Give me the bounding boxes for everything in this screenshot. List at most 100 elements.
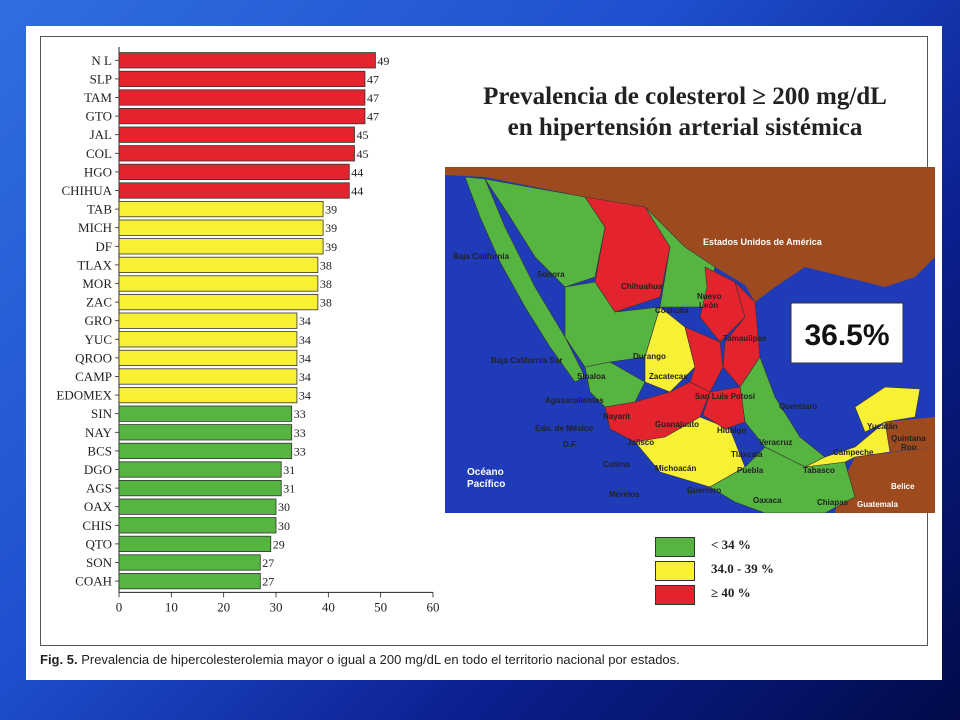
label-tabasco: Tabasco [803, 466, 835, 475]
value-label: 47 [367, 72, 379, 86]
bar-chart: N L 49 SLP 47 TAM 47 GTO 47 JAL 45 COL 45 HGO 44 CHIHU… [56, 47, 440, 614]
bar [118, 461, 282, 478]
bar [118, 219, 324, 236]
label-queretaro: Querétaro [779, 402, 817, 411]
national-value: 36.5% [804, 319, 889, 352]
bar [118, 200, 324, 218]
category-label: COL [86, 146, 112, 161]
label-michoacan: Michoacán [655, 464, 696, 473]
label-bcs: Baja California Sur [491, 356, 563, 365]
map-title: Prevalencia de colesterol ≥ 200 mg/dL en… [445, 81, 925, 143]
label-puebla: Puebla [737, 466, 764, 475]
category-label: JAL [90, 127, 112, 142]
label-oaxaca: Oaxaca [753, 496, 782, 505]
oaxaca-chiapas-region [709, 446, 856, 513]
label-sinaloa: Sinaloa [577, 372, 606, 381]
category-label: GTO [86, 109, 112, 124]
bar [118, 89, 366, 106]
value-label: 34 [299, 314, 311, 328]
legend-label-green: < 34 % [711, 537, 751, 552]
label-df: D.F. [563, 440, 577, 449]
category-label: NAY [85, 425, 113, 440]
label-jalisco: Jalisco [627, 438, 654, 447]
bar [118, 517, 277, 534]
label-nayarit: Nayarit [603, 412, 630, 421]
label-veracruz: Veracruz [759, 438, 792, 447]
legend-swatch-red [655, 585, 695, 605]
hidalgo-region [702, 386, 746, 430]
category-label: CHIS [82, 518, 112, 533]
label-quintana-roo: Quintana Roo [891, 434, 926, 452]
legend-swatch-green [655, 537, 695, 557]
baja-california-region [464, 176, 586, 383]
value-label: 49 [377, 54, 389, 68]
category-label: ZAC [86, 295, 112, 310]
label-nuevo-leon-l2: León [699, 301, 718, 310]
x-tick-label: 0 [116, 599, 123, 614]
figure-frame: N L 49 SLP 47 TAM 47 GTO 47 JAL 45 COL 45 HGO 44 CHIHU… [40, 36, 935, 646]
label-guerrero: Guerrero [687, 486, 721, 495]
category-label: CAMP [75, 369, 112, 384]
category-label: SON [86, 555, 113, 570]
label-quintana-roo-l2: Roo [901, 443, 917, 452]
x-tick-label: 20 [217, 599, 230, 614]
value-label: 38 [320, 296, 332, 310]
bar [118, 554, 261, 571]
value-label: 38 [320, 277, 332, 291]
category-label: HGO [84, 164, 112, 179]
caption-prefix: Fig. 5. [40, 652, 78, 667]
bar [118, 573, 261, 590]
category-label: DF [95, 239, 112, 254]
value-label: 39 [325, 221, 337, 235]
slide: N L 49 SLP 47 TAM 47 GTO 47 JAL 45 COL 45 HGO 44 CHIHU… [26, 26, 942, 680]
category-label: MICH [78, 220, 112, 235]
label-campeche: Campeche [833, 448, 874, 457]
label-tamaulipas: Tamaulipas [723, 334, 767, 343]
label-guanajuato: Guanajuato [655, 420, 699, 429]
bar [118, 405, 293, 422]
value-label: 29 [273, 537, 285, 551]
figure-caption: Fig. 5. Prevalencia de hipercolesterolem… [40, 652, 928, 667]
legend-label-red: ≥ 40 % [711, 585, 751, 600]
label-colima: Colima [603, 460, 630, 469]
tamaulipas-region [722, 280, 761, 388]
label-pacific: Océano Pacífico [467, 467, 505, 490]
category-label: CHIHUA [61, 183, 112, 198]
label-zacatecas: Zacatecas [649, 372, 688, 381]
category-label: YUC [85, 332, 112, 347]
value-label: 44 [351, 165, 363, 179]
bar [118, 312, 298, 329]
label-nuevo-leon: Nuevo León [697, 292, 722, 310]
label-morelos: Morelos [609, 490, 640, 499]
bar [118, 238, 324, 255]
category-label: EDOMEX [56, 388, 112, 403]
value-label: 30 [278, 500, 290, 514]
bar [118, 145, 355, 162]
category-label: SIN [91, 406, 113, 421]
category-label: OAX [84, 499, 113, 514]
label-yucatan: Yucatán [867, 422, 898, 431]
label-guatemala: Guatemala [857, 500, 898, 509]
label-hidalgo: Hidalgo [717, 426, 746, 435]
label-slp: San Luis Potosí [695, 392, 756, 401]
bar [118, 70, 366, 88]
category-label: DGO [84, 462, 112, 477]
bar [118, 498, 277, 515]
label-coahuila: Coahuila [655, 306, 689, 315]
value-label: 33 [294, 426, 306, 440]
value-label: 31 [283, 463, 295, 477]
label-pacific-l1: Océano [467, 467, 504, 478]
label-durango: Durango [633, 352, 666, 361]
usa-region [445, 167, 935, 302]
x-tick-label: 30 [270, 599, 283, 614]
label-aguascalientes: Aguascalientes [545, 396, 604, 405]
label-usa: Estados Unidos de América [703, 237, 823, 247]
national-value-box [790, 302, 904, 364]
bar [118, 368, 298, 385]
value-label: 27 [262, 556, 274, 570]
category-label: TLAX [77, 257, 112, 272]
bar [118, 275, 319, 292]
value-label: 39 [325, 240, 337, 254]
value-label: 47 [367, 110, 379, 124]
map-title-line2: en hipertensión arterial sistémica [507, 114, 863, 141]
